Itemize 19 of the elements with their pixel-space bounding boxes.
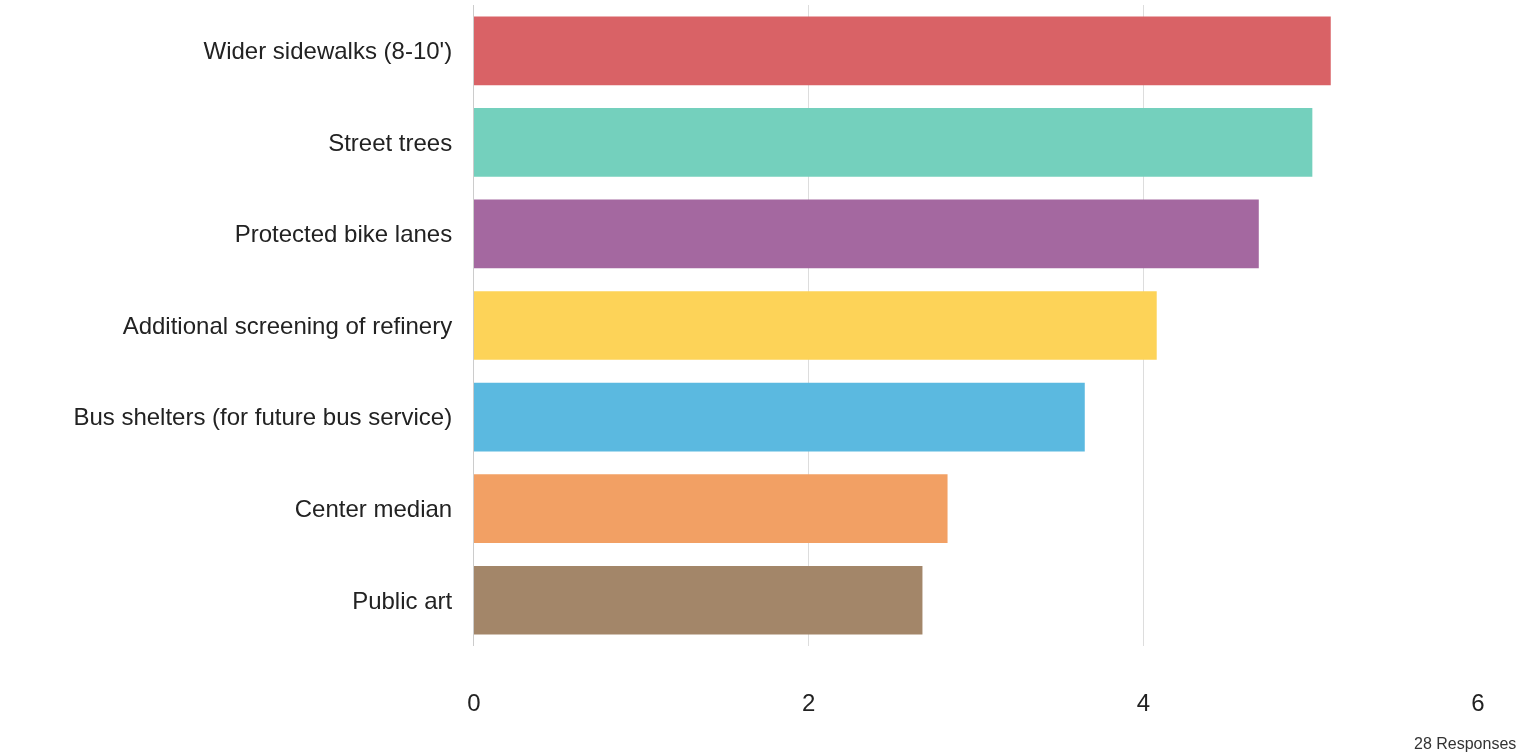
bar	[474, 565, 923, 635]
text: 28 Responses	[1414, 735, 1517, 752]
bar	[474, 16, 1331, 86]
bar	[474, 291, 1157, 360]
x-tick-label: 0	[467, 689, 481, 716]
bar	[474, 108, 1313, 177]
bar	[474, 382, 1085, 452]
y-tick-label: Public art	[352, 586, 453, 614]
x-tick-label: 4	[1136, 689, 1151, 716]
y-tick-label: Additional screening of refinery	[122, 311, 453, 339]
y-tick-label: Protected bike lanes	[234, 220, 453, 248]
bar	[474, 474, 948, 543]
x-tick-label: 2	[801, 689, 816, 716]
bar	[474, 199, 1259, 269]
y-tick-label: Wider sidewalks (8-10')	[203, 37, 453, 65]
y-tick-label: Center median	[294, 495, 453, 523]
x-tick-label: 6	[1471, 689, 1485, 716]
y-tick-label: Street trees	[328, 128, 453, 156]
y-tick-label: Bus shelters (for future bus service)	[73, 403, 453, 431]
